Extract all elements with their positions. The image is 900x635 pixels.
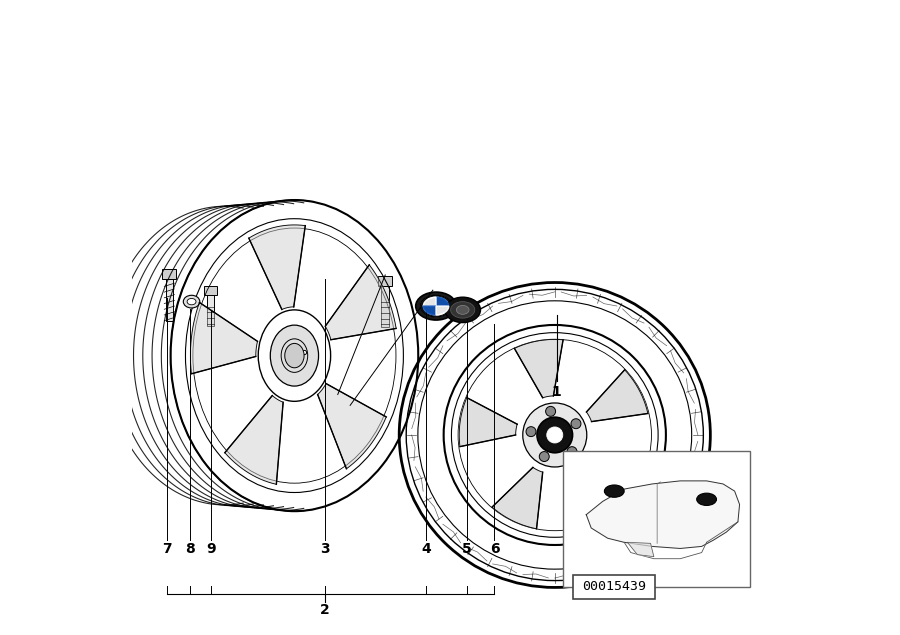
Ellipse shape <box>523 403 587 467</box>
Text: 6: 6 <box>490 542 500 556</box>
Ellipse shape <box>270 325 319 386</box>
Text: 00015439: 00015439 <box>581 580 646 593</box>
Bar <box>207 295 214 326</box>
Bar <box>572 575 655 599</box>
Ellipse shape <box>537 417 572 453</box>
Ellipse shape <box>420 295 452 317</box>
Ellipse shape <box>545 406 555 417</box>
Text: 3: 3 <box>320 542 329 556</box>
Ellipse shape <box>605 485 625 497</box>
Ellipse shape <box>445 297 481 323</box>
Text: 9: 9 <box>206 542 215 556</box>
Bar <box>382 286 389 327</box>
Polygon shape <box>587 370 648 422</box>
Polygon shape <box>586 481 740 549</box>
Polygon shape <box>515 340 563 398</box>
Polygon shape <box>423 306 436 315</box>
Bar <box>204 286 217 295</box>
Text: 1: 1 <box>552 385 562 399</box>
Text: 4: 4 <box>421 542 431 556</box>
Polygon shape <box>492 467 543 529</box>
Text: 2: 2 <box>320 603 329 617</box>
Text: 7: 7 <box>163 542 172 556</box>
Ellipse shape <box>567 446 577 457</box>
Polygon shape <box>423 297 436 306</box>
Ellipse shape <box>697 493 716 505</box>
Polygon shape <box>318 384 386 469</box>
Bar <box>563 451 751 587</box>
Ellipse shape <box>184 295 200 308</box>
Ellipse shape <box>571 418 580 429</box>
Ellipse shape <box>416 292 456 320</box>
Text: 5: 5 <box>463 542 472 556</box>
Polygon shape <box>191 302 257 374</box>
Ellipse shape <box>187 298 196 305</box>
Polygon shape <box>627 542 653 557</box>
Polygon shape <box>248 225 305 309</box>
Ellipse shape <box>451 302 475 318</box>
Ellipse shape <box>456 305 469 314</box>
Text: 8: 8 <box>184 542 194 556</box>
Polygon shape <box>436 306 449 315</box>
Polygon shape <box>225 396 284 485</box>
Polygon shape <box>325 265 396 340</box>
Ellipse shape <box>284 344 304 368</box>
Polygon shape <box>459 398 518 446</box>
Polygon shape <box>579 458 638 517</box>
Ellipse shape <box>547 427 562 443</box>
Ellipse shape <box>539 451 549 462</box>
Ellipse shape <box>526 427 536 437</box>
Polygon shape <box>436 297 449 306</box>
Bar <box>162 269 176 279</box>
Bar <box>378 276 392 286</box>
Bar <box>166 279 173 321</box>
